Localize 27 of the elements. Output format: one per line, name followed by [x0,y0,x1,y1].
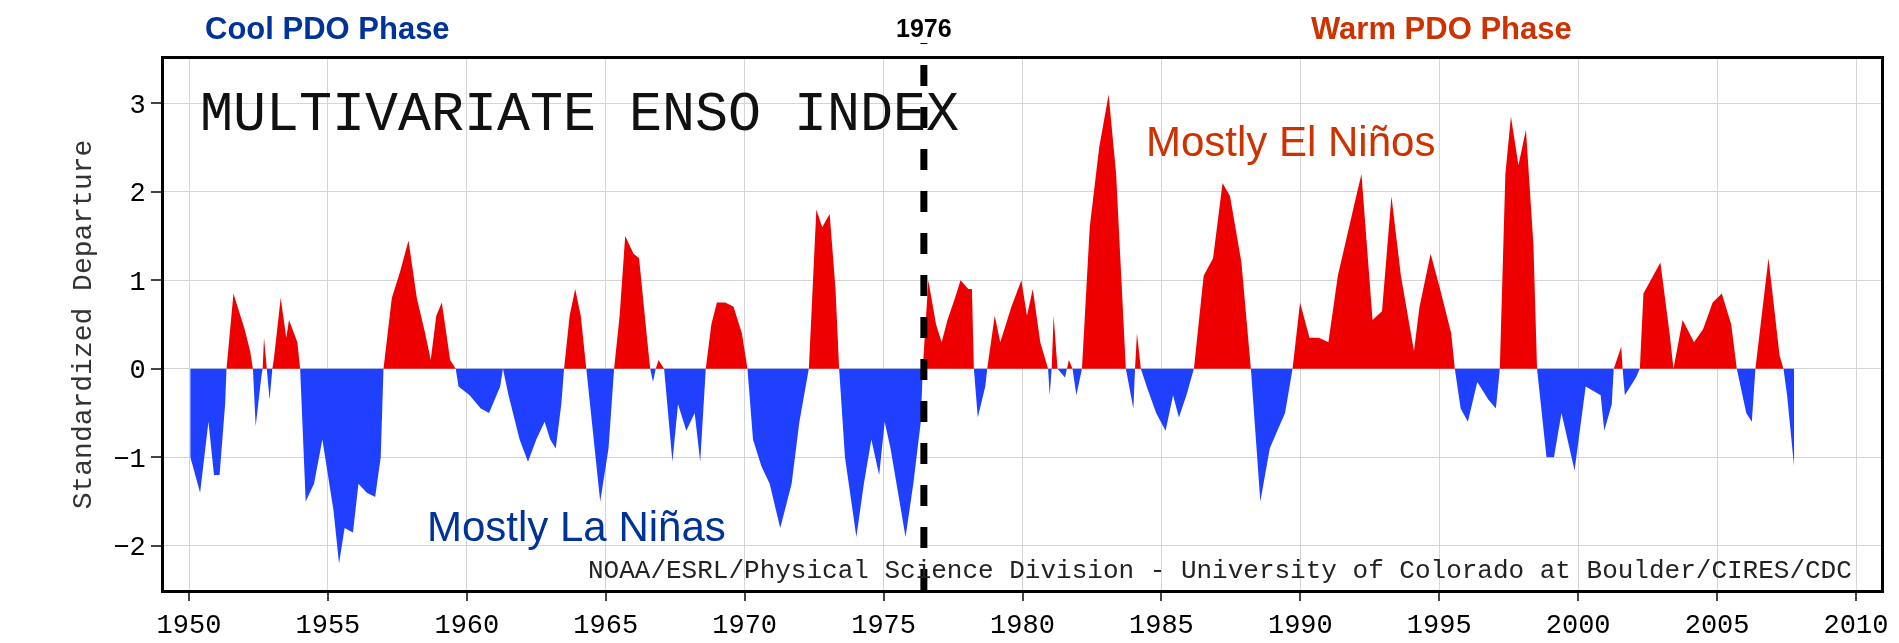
x-tick-label: 2000 [1545,611,1611,642]
text: Cool PDO Phase [205,11,450,46]
x-tick-label: 1960 [434,611,500,642]
x-tick-label: 2005 [1684,611,1750,642]
y-tick-label: 0 [129,356,146,387]
y-tick-label: 3 [129,90,146,121]
ref-line-label: 1976 [896,14,952,42]
x-tick-label: 1950 [156,611,222,642]
x-tick-label: 1975 [851,611,916,642]
annotation: Mostly El Niños [1146,118,1436,165]
x-tick-label: 1985 [1129,611,1194,642]
y-axis-title: Standardized Departure [67,139,99,510]
y-tick-label: −1 [113,444,146,475]
text: MULTIVARIATE ENSO INDEX [200,84,960,147]
annotation: Mostly La Niñas [427,503,726,550]
x-tick-label: 1995 [1406,611,1472,642]
y-tick-label: 1 [129,267,146,298]
x-tick-label: 2010 [1823,611,1889,642]
x-tick-label: 1980 [990,611,1055,642]
y-tick-label: −2 [113,533,146,564]
x-tick-label: 1965 [573,611,639,642]
annotation: NOAA/ESRL/Physical Science Division - University of Colorado at Boulder/CIRES/CDC [588,556,1852,586]
text: Warm PDO Phase [1311,11,1572,46]
x-tick-label: 1970 [712,611,778,642]
x-tick-label: 1990 [1267,611,1333,642]
y-tick-label: 2 [129,179,146,210]
x-tick-label: 1955 [295,611,361,642]
